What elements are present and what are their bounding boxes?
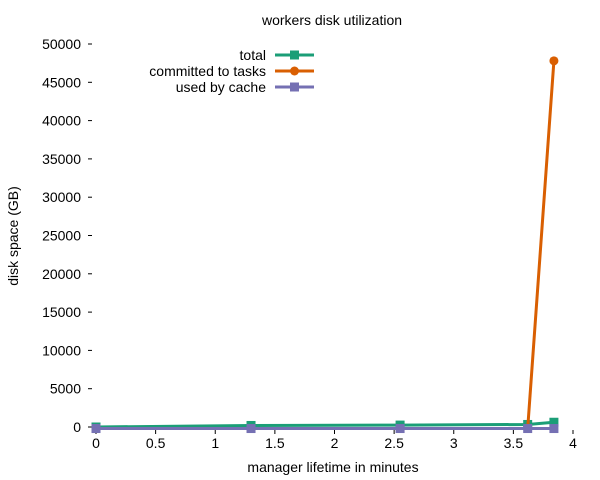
data-point <box>523 424 533 434</box>
x-tick-label: 3.5 <box>504 435 524 451</box>
x-tick-label: 1 <box>211 435 219 451</box>
data-point <box>549 424 559 434</box>
y-tick-label: 15000 <box>42 304 81 320</box>
data-point <box>246 424 256 434</box>
legend-label: used by cache <box>176 79 266 95</box>
x-tick-label: 4 <box>569 435 577 451</box>
y-tick-label: 30000 <box>42 189 81 205</box>
legend-marker <box>290 50 299 60</box>
y-tick-label: 5000 <box>50 381 81 397</box>
y-tick-label: 50000 <box>42 36 81 52</box>
legend-marker <box>290 66 299 76</box>
x-tick-label: 0 <box>92 435 100 451</box>
x-tick-label: 2.5 <box>384 435 404 451</box>
legend-label: committed to tasks <box>149 63 266 79</box>
data-point <box>91 424 101 434</box>
y-tick-label: 25000 <box>42 228 81 244</box>
y-tick-label: 40000 <box>42 113 81 129</box>
series-group <box>91 56 559 434</box>
x-axis-label: manager lifetime in minutes <box>247 459 418 475</box>
series-line-1 <box>95 420 555 429</box>
data-point <box>395 424 405 434</box>
x-tick-label: 1.5 <box>265 435 285 451</box>
x-tick-label: 3 <box>450 435 458 451</box>
y-tick-label: 20000 <box>42 266 81 282</box>
chart-title: workers disk utilization <box>261 12 402 28</box>
y-tick-label: 10000 <box>42 342 81 358</box>
y-tick-label: 35000 <box>42 151 81 167</box>
y-tick-label: 45000 <box>42 74 81 90</box>
legend-label: total <box>240 47 266 63</box>
y-axis-label: disk space (GB) <box>5 186 21 286</box>
axes: 0 0.5 1 1.5 2 2.5 3 3.5 4 0 5000 10000 15000 20000 250… <box>42 36 577 451</box>
series-line-2 <box>96 60 556 431</box>
y-tick-label: 0 <box>73 419 81 435</box>
x-tick-label: 2 <box>331 435 339 451</box>
data-point <box>549 417 559 427</box>
legend-marker <box>290 82 299 92</box>
data-point <box>549 56 559 66</box>
x-tick-label: 0.5 <box>146 435 166 451</box>
